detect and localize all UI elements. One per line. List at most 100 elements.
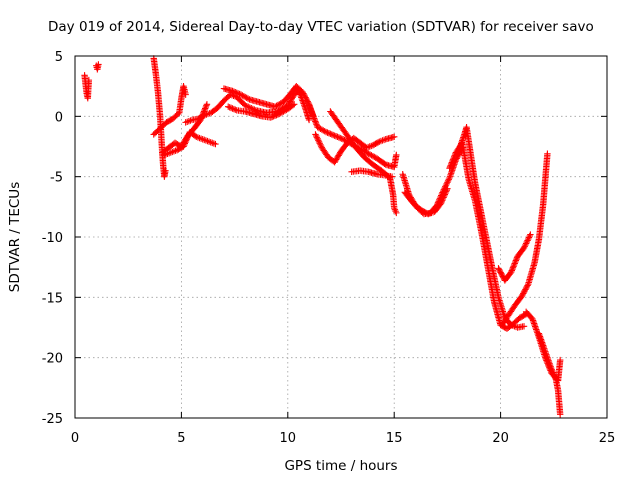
data-point bbox=[200, 112, 207, 120]
data-point bbox=[191, 132, 199, 140]
series-arc-4 bbox=[150, 82, 189, 138]
data-point bbox=[271, 112, 279, 119]
data-point bbox=[236, 90, 243, 98]
x-axis-label: GPS time / hours bbox=[284, 458, 397, 474]
data-point bbox=[229, 87, 236, 95]
series-arc-6 bbox=[161, 128, 219, 159]
data-point bbox=[203, 102, 210, 109]
data-point bbox=[525, 235, 532, 243]
data-point bbox=[230, 105, 238, 113]
data-point bbox=[444, 177, 452, 185]
data-point bbox=[273, 111, 280, 119]
data-point bbox=[232, 89, 239, 96]
chart-title: Day 019 of 2014, Sidereal Day-to-day VTE… bbox=[48, 19, 594, 35]
data-point bbox=[450, 155, 457, 162]
data-point bbox=[374, 139, 382, 146]
data-point bbox=[267, 114, 274, 121]
data-point bbox=[445, 176, 453, 183]
data-point bbox=[305, 116, 313, 124]
data-point bbox=[393, 209, 400, 217]
data-point bbox=[334, 133, 341, 141]
data-point bbox=[232, 106, 239, 113]
data-point bbox=[520, 323, 528, 330]
y-tick-label: 5 bbox=[55, 50, 63, 65]
data-point bbox=[244, 95, 252, 102]
data-point bbox=[182, 137, 190, 144]
x-tick-label: 10 bbox=[280, 431, 297, 446]
plot-frame bbox=[74, 55, 608, 419]
data-point bbox=[315, 137, 322, 144]
data-point bbox=[449, 157, 456, 165]
data-point bbox=[182, 91, 189, 98]
y-tick-label: -15 bbox=[42, 291, 63, 306]
data-point bbox=[85, 76, 93, 84]
data-point bbox=[270, 113, 277, 120]
data-point bbox=[309, 110, 316, 118]
data-point bbox=[225, 103, 232, 110]
data-point bbox=[312, 132, 320, 140]
data-point bbox=[184, 133, 192, 140]
data-point bbox=[328, 131, 335, 138]
data-point bbox=[325, 130, 333, 137]
series-arc-9 bbox=[225, 101, 298, 121]
data-point bbox=[512, 257, 520, 264]
data-point bbox=[446, 163, 454, 170]
data-point bbox=[243, 102, 250, 110]
series-arc-18 bbox=[495, 231, 534, 284]
data-point bbox=[441, 192, 448, 200]
data-point bbox=[522, 241, 529, 249]
data-point bbox=[444, 185, 451, 192]
data-point bbox=[437, 200, 445, 207]
data-point bbox=[337, 134, 344, 142]
x-tick-label: 20 bbox=[492, 431, 509, 446]
data-point bbox=[242, 102, 249, 109]
data-point bbox=[162, 167, 169, 174]
series-arc-17 bbox=[454, 123, 528, 331]
data-point bbox=[448, 159, 456, 166]
data-point bbox=[313, 134, 321, 141]
data-point bbox=[312, 119, 320, 127]
data-point bbox=[513, 255, 520, 263]
data-point bbox=[548, 366, 555, 373]
y-tick-label: -25 bbox=[42, 412, 63, 427]
x-tick-label: 15 bbox=[386, 431, 403, 446]
data-point bbox=[212, 140, 219, 148]
data-point bbox=[329, 131, 337, 139]
data-point bbox=[183, 136, 190, 143]
data-point bbox=[180, 141, 188, 149]
x-tick-label: 25 bbox=[599, 431, 616, 446]
data-point bbox=[520, 244, 528, 252]
data-point bbox=[450, 153, 458, 161]
data-point bbox=[508, 268, 515, 276]
data-point bbox=[95, 61, 102, 68]
data-point bbox=[552, 374, 559, 382]
data-point bbox=[230, 88, 238, 95]
data-point bbox=[289, 102, 297, 109]
data-point bbox=[311, 116, 318, 124]
data-point bbox=[439, 195, 447, 203]
data-point bbox=[268, 113, 276, 121]
data-point bbox=[443, 180, 450, 187]
data-point bbox=[309, 112, 317, 119]
series-arc-21 bbox=[535, 330, 564, 418]
x-tick-label: 5 bbox=[177, 431, 185, 446]
data-point bbox=[227, 104, 235, 112]
data-point bbox=[321, 128, 328, 135]
data-point bbox=[174, 110, 182, 118]
data-point bbox=[447, 162, 454, 169]
data-point bbox=[443, 186, 450, 194]
data-point bbox=[449, 156, 457, 163]
series-arc-2 bbox=[93, 61, 102, 73]
y-tick-labels: 5 0 -5 -10 -15 -20 -25 bbox=[42, 50, 63, 427]
data-point bbox=[203, 101, 211, 108]
data-point bbox=[300, 100, 307, 107]
data-point bbox=[233, 89, 240, 97]
data-point bbox=[290, 101, 298, 108]
data-point bbox=[442, 188, 450, 195]
data-point bbox=[556, 411, 564, 418]
data-point bbox=[332, 133, 340, 140]
data-point bbox=[438, 198, 445, 205]
data-point bbox=[181, 140, 189, 147]
